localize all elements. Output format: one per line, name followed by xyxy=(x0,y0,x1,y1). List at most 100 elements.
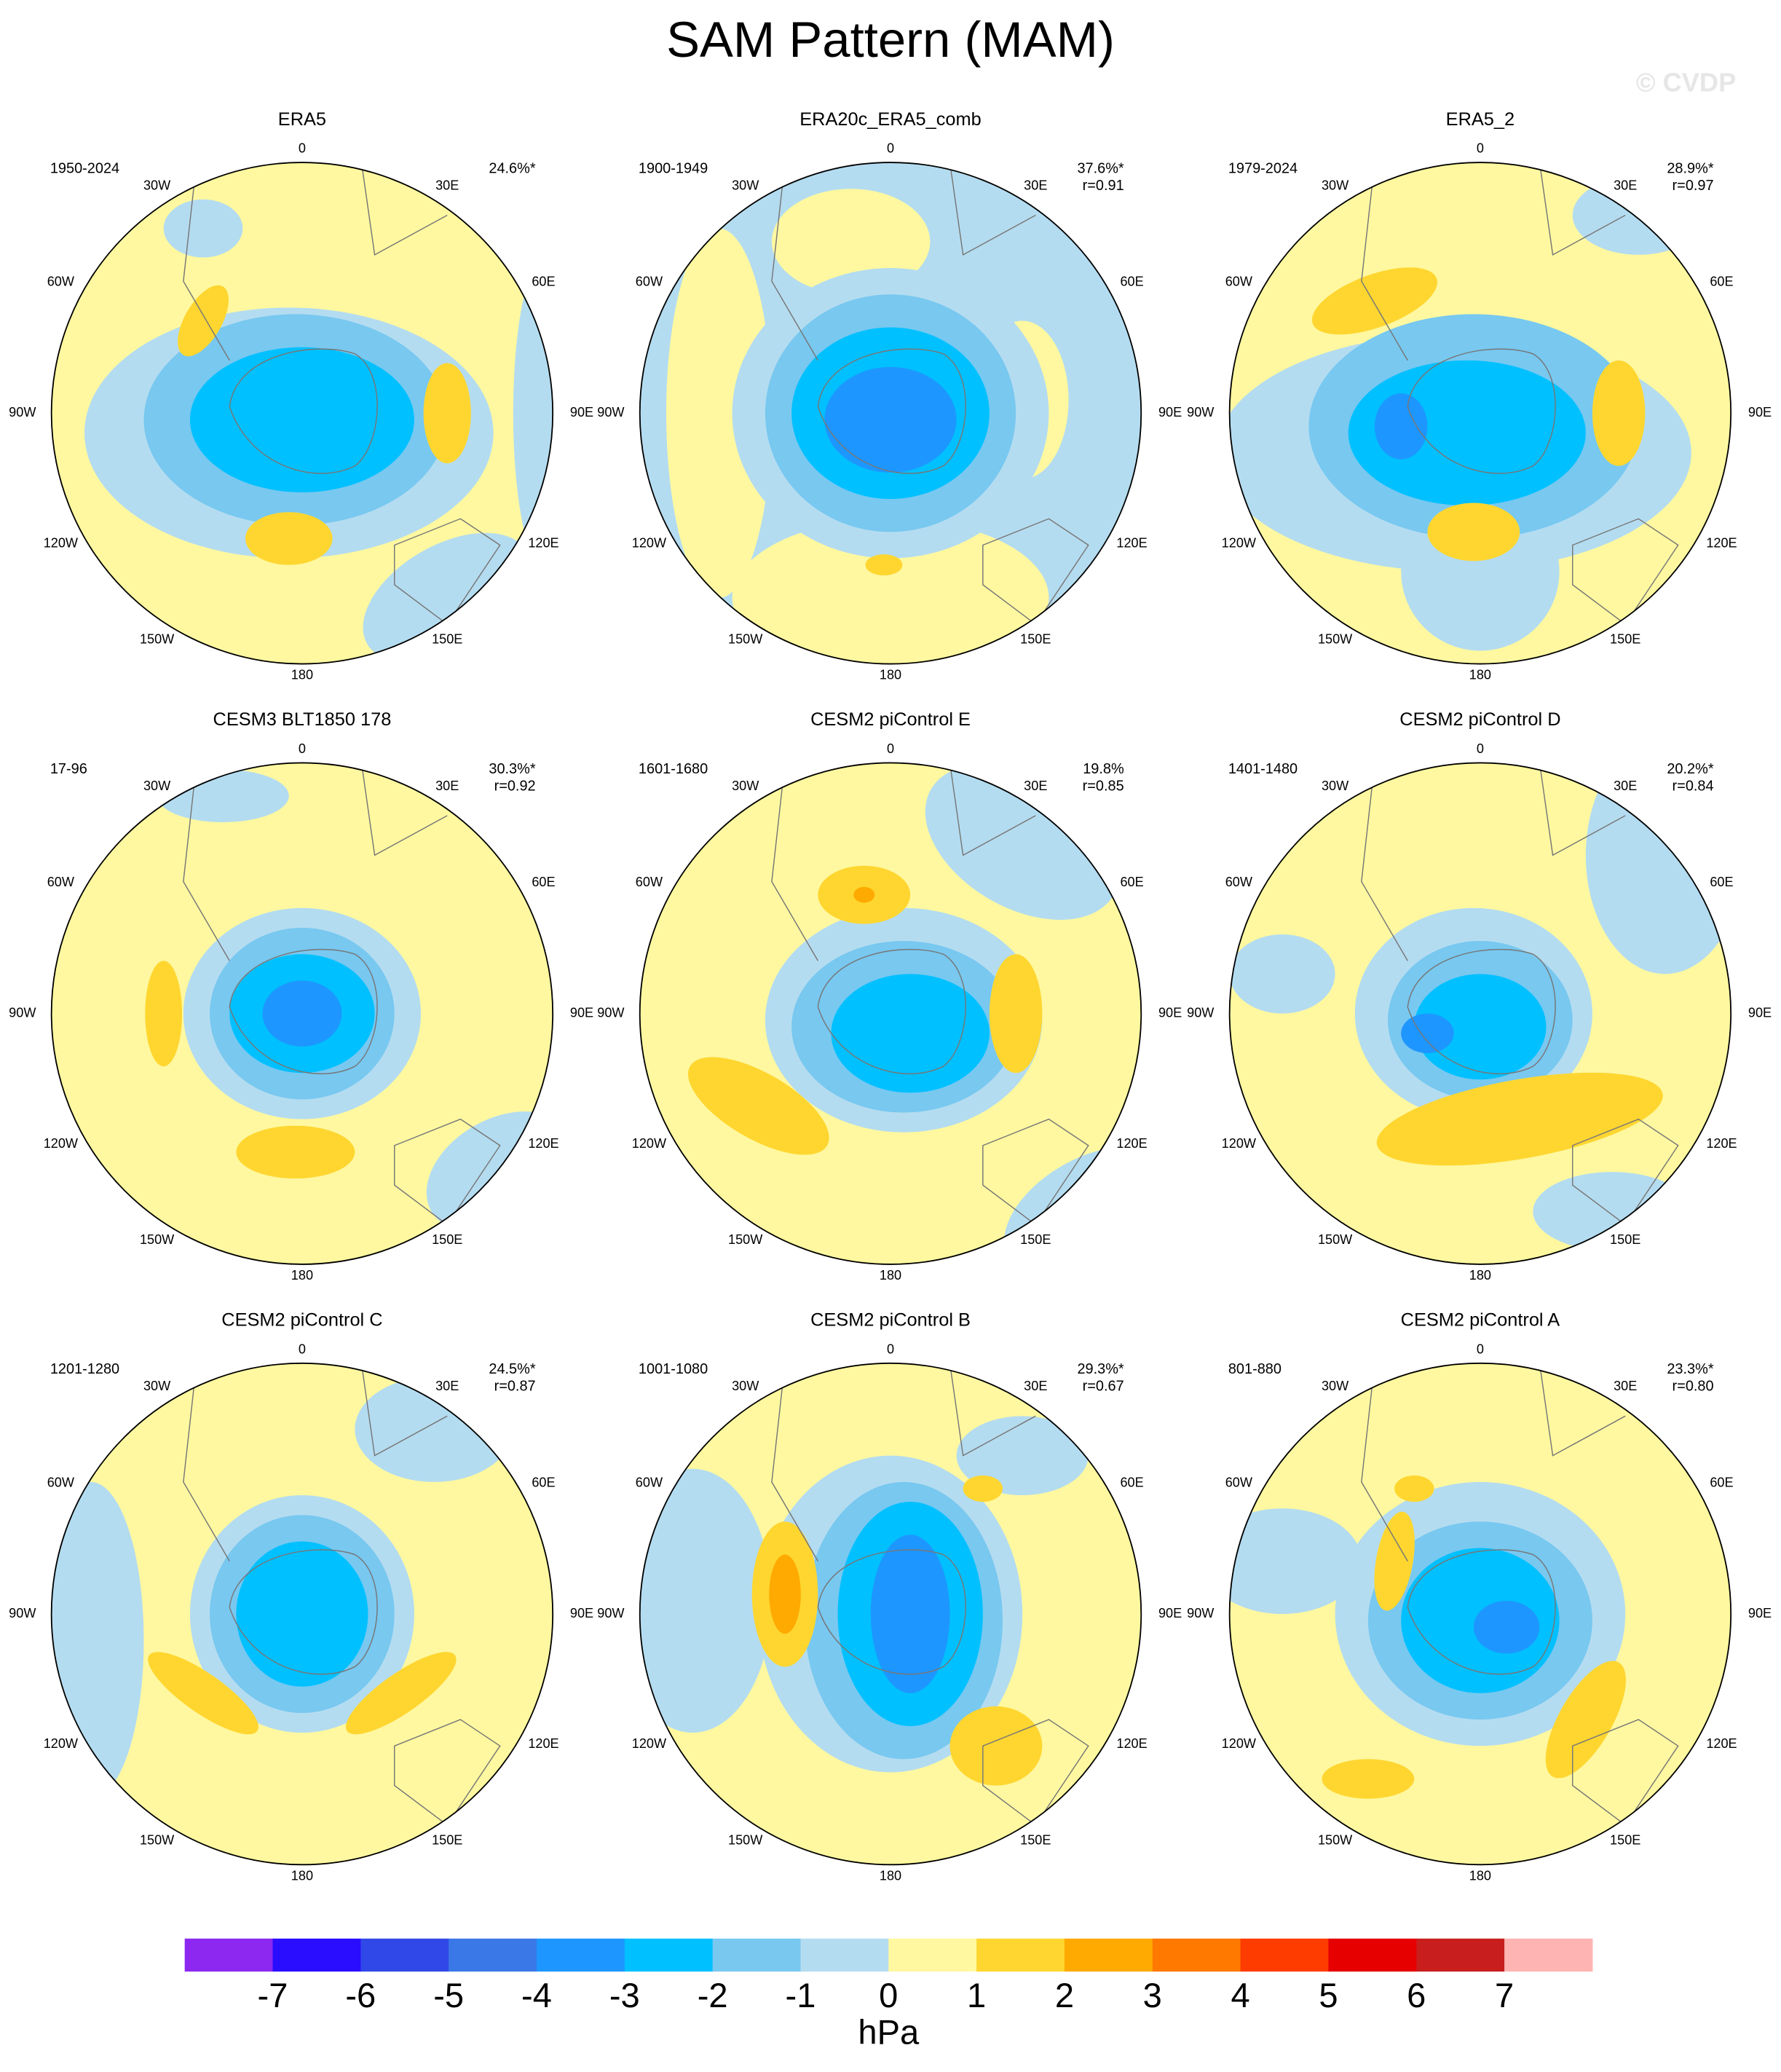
contour-region xyxy=(1229,934,1335,1014)
longitude-label: 60W xyxy=(636,875,663,889)
map-border xyxy=(50,762,554,1265)
longitude-label: 90W xyxy=(1187,405,1215,419)
contour-region xyxy=(145,961,183,1067)
longitude-label: 180 xyxy=(291,668,313,682)
map-border xyxy=(639,1362,1142,1866)
coastline xyxy=(771,1363,818,1561)
longitude-label: 150W xyxy=(728,1232,763,1247)
longitude-label: 90W xyxy=(9,1005,36,1020)
contour-region xyxy=(355,1376,513,1482)
longitude-label: 60W xyxy=(47,875,75,889)
longitude-label: 0 xyxy=(887,141,894,156)
colorbar-box xyxy=(1504,1938,1593,1972)
contour-region xyxy=(831,974,990,1093)
contour-region xyxy=(1401,1013,1454,1054)
period-label: 1950-2024 xyxy=(50,160,119,176)
longitude-label: 90W xyxy=(9,405,36,419)
longitude-label: 0 xyxy=(887,1342,894,1357)
longitude-label: 60W xyxy=(47,275,75,289)
variance-label: 19.8% xyxy=(1083,761,1124,777)
map-field xyxy=(51,1363,553,1865)
coastline xyxy=(949,162,1036,256)
longitude-label: 120W xyxy=(632,1136,667,1151)
longitude-label: 90E xyxy=(1158,1606,1182,1620)
variance-label: 24.6%* xyxy=(489,160,535,176)
panel-title: ERA5_2 xyxy=(1446,109,1515,130)
longitude-label: 30W xyxy=(732,779,759,793)
contour-region xyxy=(1311,267,1437,335)
longitude-label: 30E xyxy=(1024,779,1047,793)
contour-region xyxy=(189,347,414,493)
colorbar-box xyxy=(184,1938,274,1972)
contour-region xyxy=(1374,393,1428,460)
coastline xyxy=(1407,948,1556,1075)
colorbar-box xyxy=(712,1938,801,1972)
longitude-label: 0 xyxy=(887,741,894,756)
longitude-label: 30E xyxy=(1024,1379,1047,1393)
coastline xyxy=(394,1719,501,1827)
panel-title: CESM2 piControl D xyxy=(1399,709,1560,730)
panel-title: CESM2 piControl B xyxy=(810,1310,971,1331)
colorbar-box xyxy=(1328,1938,1417,1972)
period-label: 801-880 xyxy=(1228,1361,1282,1377)
coastline xyxy=(949,1363,1036,1457)
colorbar-tick-label: 2 xyxy=(1055,1976,1074,2014)
longitude-label: 90E xyxy=(1158,1005,1182,1020)
map-border xyxy=(1228,162,1732,665)
longitude-label: 60W xyxy=(1225,1475,1253,1489)
map-field xyxy=(639,1363,1142,1865)
map-panel: CESM2 piControl D 1401-1480 20.2%*r=0.84 0 3… xyxy=(1187,709,1772,1283)
coastline xyxy=(1572,1719,1679,1827)
variance-label: 24.5%* xyxy=(489,1361,535,1377)
longitude-label: 150W xyxy=(1318,632,1353,647)
longitude-label: 60W xyxy=(636,1475,663,1489)
longitude-label: 150E xyxy=(432,632,462,647)
contour-region xyxy=(1322,1759,1415,1799)
colorbar-box xyxy=(800,1938,889,1972)
map-panel: CESM3 BLT1850 178 17-96 30.3%*r=0.92 0 30E 60… xyxy=(9,709,593,1283)
contour-region xyxy=(963,1475,1003,1502)
map-border xyxy=(1228,762,1732,1265)
map-panel: CESM2 piControl E 1601-1680 19.8%r=0.85 0 30… xyxy=(597,709,1182,1283)
period-label: 17-96 xyxy=(50,761,87,777)
colorbar-box xyxy=(888,1938,977,1972)
longitude-label: 150E xyxy=(432,1232,462,1247)
panel-title: ERA5 xyxy=(278,109,326,130)
coastline xyxy=(1361,1363,1408,1561)
contour-region xyxy=(1473,1600,1540,1654)
contour-region xyxy=(1592,360,1646,466)
longitude-label: 150W xyxy=(140,1833,175,1848)
longitude-label: 30W xyxy=(1322,1379,1349,1393)
coastline xyxy=(982,518,1089,626)
coastline xyxy=(771,763,818,961)
longitude-label: 30W xyxy=(143,178,171,192)
colorbar-tick-label: -6 xyxy=(345,1976,376,2014)
contour-region xyxy=(824,366,957,473)
contour-region xyxy=(178,285,229,357)
map-panel: ERA5 1950-2024 24.6%* 0 30E 60E 90E 120E 150E 180… xyxy=(9,109,593,682)
longitude-label: 30E xyxy=(1024,178,1047,192)
longitude-label: 150E xyxy=(1020,1232,1051,1247)
correlation-label: r=0.92 xyxy=(494,778,536,794)
correlation-label: r=0.80 xyxy=(1673,1379,1714,1395)
longitude-label: 0 xyxy=(1477,1342,1484,1357)
longitude-label: 30E xyxy=(435,779,459,793)
longitude-label: 60W xyxy=(1225,275,1253,289)
longitude-label: 180 xyxy=(291,1268,313,1283)
coastline xyxy=(183,1363,230,1561)
colorbar-tick-label: -2 xyxy=(698,1976,728,2014)
longitude-label: 120E xyxy=(1706,535,1737,550)
contour-region xyxy=(1376,1072,1663,1166)
longitude-label: 120E xyxy=(1116,1136,1147,1151)
longitude-label: 120W xyxy=(632,535,667,550)
longitude-label: 150W xyxy=(1318,1833,1353,1848)
longitude-label: 60E xyxy=(532,1475,555,1489)
variance-label: 37.6%* xyxy=(1077,160,1124,176)
map-panel: CESM2 piControl B 1001-1080 29.3%* r=0.67 0 3… xyxy=(597,1310,1182,1883)
colorbar-tick-label: 3 xyxy=(1143,1976,1162,2014)
colorbar-box xyxy=(624,1938,714,1972)
period-label: 1201-1280 xyxy=(50,1361,119,1377)
coastline xyxy=(183,763,230,961)
coastline xyxy=(229,948,378,1075)
contour-region xyxy=(423,363,471,464)
